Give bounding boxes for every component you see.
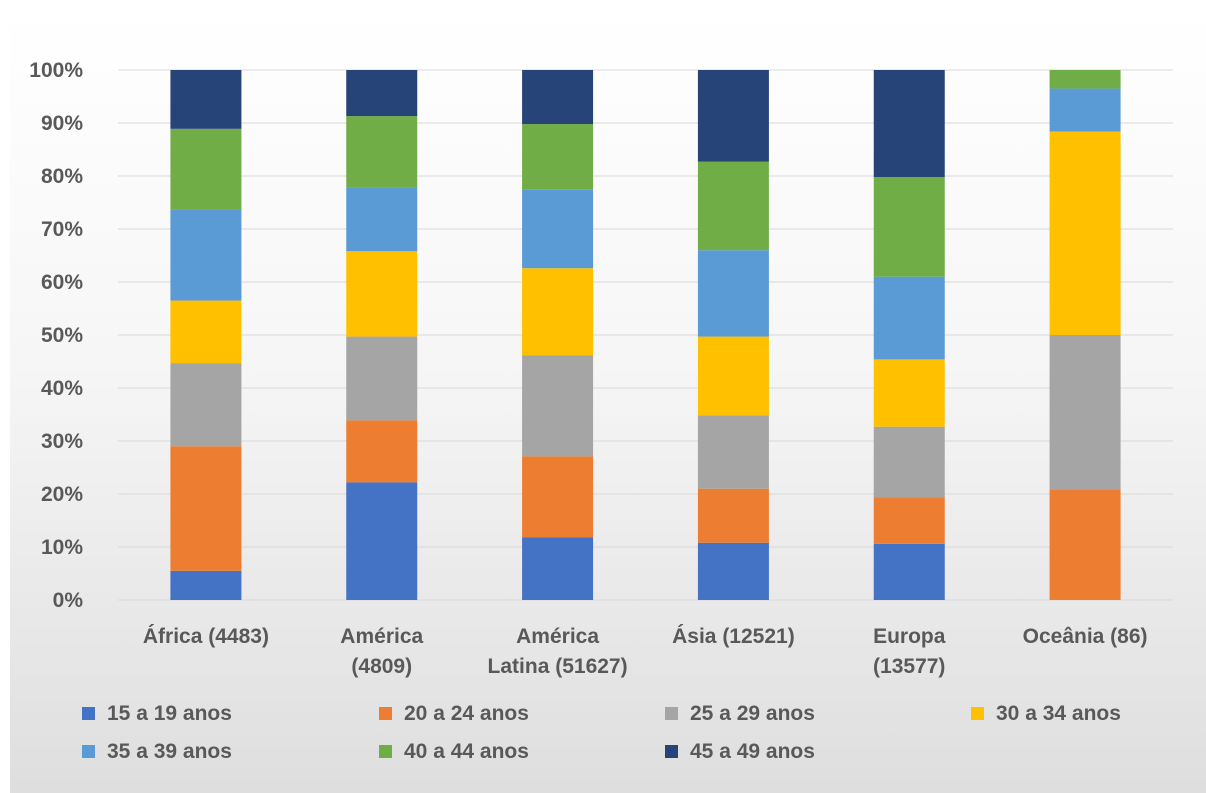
bar-segment xyxy=(522,537,594,600)
x-category-label: Latina (51627) xyxy=(488,655,628,678)
bar-segment xyxy=(697,250,769,337)
bar-segment xyxy=(873,497,945,544)
bar-segment xyxy=(522,70,594,125)
bar-segment xyxy=(1049,489,1121,600)
x-category-label: Europa xyxy=(873,625,946,648)
bar-segment xyxy=(346,420,418,483)
bar-segment xyxy=(697,70,769,162)
bar-segment xyxy=(170,570,242,600)
bar-segment xyxy=(346,70,418,117)
bar-segment xyxy=(873,543,945,600)
bar-segment xyxy=(522,355,594,457)
bar-segment xyxy=(873,426,945,498)
legend-label: 35 a 39 anos xyxy=(107,740,232,763)
chart-area: 0% 10% 20% 30% 40% 50% 60% 70% 80% 90% 100% África… xyxy=(10,10,1206,793)
x-category-label: América xyxy=(516,625,599,648)
legend-label: 15 a 19 anos xyxy=(107,702,232,725)
bar-segment xyxy=(346,187,418,252)
x-category-label: Oceânia (86) xyxy=(1023,625,1148,648)
bar-segment xyxy=(1049,70,1121,89)
y-tick-label: 0% xyxy=(53,589,84,612)
bar-segment xyxy=(522,124,594,190)
bar-segment xyxy=(522,456,594,538)
legend-label: 25 a 29 anos xyxy=(690,702,815,725)
bar-segment xyxy=(873,276,945,360)
x-category-label: América xyxy=(340,625,423,648)
x-category-label: África (4483) xyxy=(143,625,269,648)
y-tick-label: 20% xyxy=(41,483,83,506)
bar-segment xyxy=(170,446,242,571)
bar-segment xyxy=(522,268,594,356)
y-tick-label: 40% xyxy=(41,377,83,400)
legend-label: 40 a 44 anos xyxy=(404,740,529,763)
x-category-label: Ásia (12521) xyxy=(672,625,795,648)
y-tick-label: 10% xyxy=(41,536,83,559)
bar-segment xyxy=(873,70,945,178)
legend-swatch xyxy=(665,745,678,758)
y-tick-label: 60% xyxy=(41,271,83,294)
y-tick-label: 30% xyxy=(41,430,83,453)
bar-segment xyxy=(873,177,945,277)
bar-segment xyxy=(346,482,418,600)
bar-segment xyxy=(697,336,769,416)
bar-segment xyxy=(873,359,945,427)
y-tick-label: 100% xyxy=(29,59,83,82)
legend-swatch xyxy=(971,707,984,720)
bar-segment xyxy=(346,336,418,421)
y-tick-label: 90% xyxy=(41,112,83,135)
bar-segment xyxy=(697,415,769,489)
legend-swatch xyxy=(665,707,678,720)
y-tick-label: 50% xyxy=(41,324,83,347)
bar-segment xyxy=(697,542,769,600)
y-tick-label: 80% xyxy=(41,165,83,188)
bar-segment xyxy=(346,251,418,337)
legend-label: 45 a 49 anos xyxy=(690,740,815,763)
legend-label: 30 a 34 anos xyxy=(996,702,1121,725)
bar-segment xyxy=(170,209,242,301)
bar-segment xyxy=(1049,88,1121,132)
legend-swatch xyxy=(379,707,392,720)
bar-segment xyxy=(697,488,769,543)
bar-segment xyxy=(522,189,594,269)
bar-segment xyxy=(346,116,418,188)
legend-swatch xyxy=(379,745,392,758)
stacked-bar-chart: 0% 10% 20% 30% 40% 50% 60% 70% 80% 90% 100% África… xyxy=(29,59,1173,763)
legend-swatch xyxy=(82,707,95,720)
bar-segment xyxy=(697,161,769,251)
bar-segment xyxy=(1049,131,1121,335)
bar-segment xyxy=(170,128,242,210)
legend-swatch xyxy=(82,745,95,758)
x-category-label: (13577) xyxy=(873,655,945,678)
bar-segment xyxy=(170,300,242,364)
bar-segment xyxy=(170,363,242,447)
y-tick-label: 70% xyxy=(41,218,83,241)
bar-segment xyxy=(1049,335,1121,490)
x-category-label: (4809) xyxy=(351,655,412,678)
legend-label: 20 a 24 anos xyxy=(404,702,529,725)
bar-segment xyxy=(170,70,242,129)
